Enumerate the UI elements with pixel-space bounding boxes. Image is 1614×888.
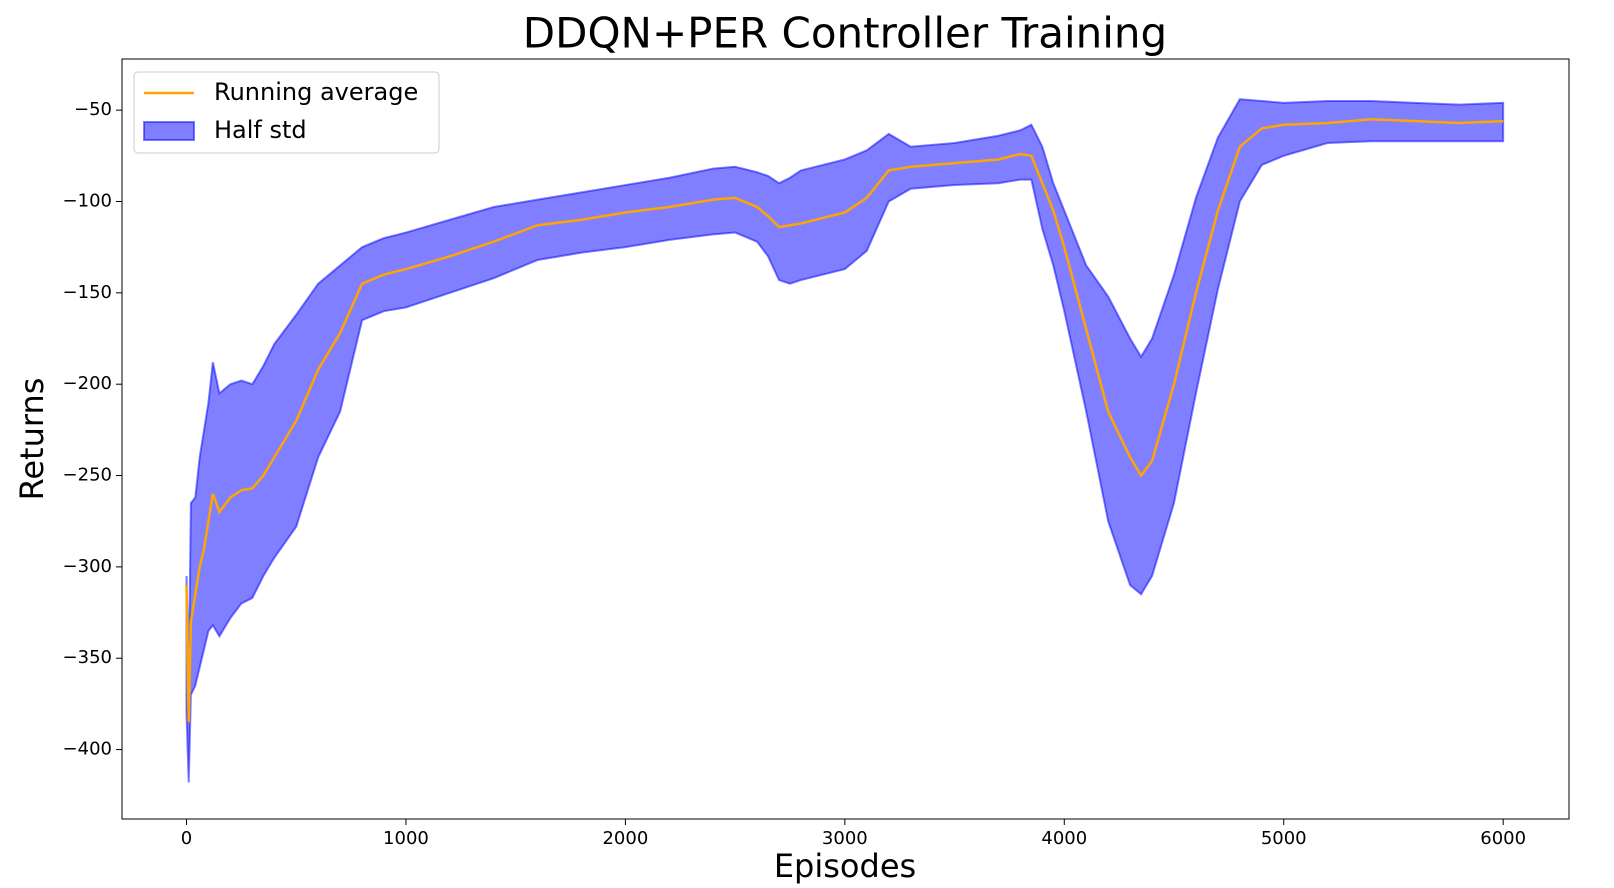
y-tick-label: −400 — [63, 739, 112, 760]
y-tick-label: −200 — [63, 373, 112, 394]
x-tick-label: 0 — [181, 828, 192, 849]
x-tick-label: 4000 — [1041, 828, 1087, 849]
x-tick-label: 1000 — [383, 828, 429, 849]
x-tick-label: 6000 — [1480, 828, 1526, 849]
legend-swatch — [143, 121, 195, 141]
legend-label: Running average — [214, 78, 418, 106]
y-tick-label: −100 — [63, 191, 112, 212]
plot — [185, 98, 1505, 783]
y-tick-label: −150 — [63, 282, 112, 303]
chart-title: DDQN+PER Controller Training — [523, 9, 1167, 58]
y-tick-label: −350 — [63, 647, 112, 668]
std-band — [185, 98, 1505, 783]
plot-frame — [121, 58, 1570, 820]
y-tick-label: −300 — [63, 556, 112, 577]
x-tick-label: 2000 — [602, 828, 648, 849]
legend-box — [133, 71, 440, 154]
legend-label: Half std — [214, 116, 307, 144]
y-axis-label: Returns — [13, 378, 51, 501]
x-tick-label: 5000 — [1261, 828, 1307, 849]
y-tick-label: −250 — [63, 465, 112, 486]
x-tick-label: 3000 — [822, 828, 868, 849]
y-tick-label: −50 — [74, 99, 112, 120]
running-average-line — [185, 118, 1504, 723]
x-axis-label: Episodes — [774, 847, 916, 885]
